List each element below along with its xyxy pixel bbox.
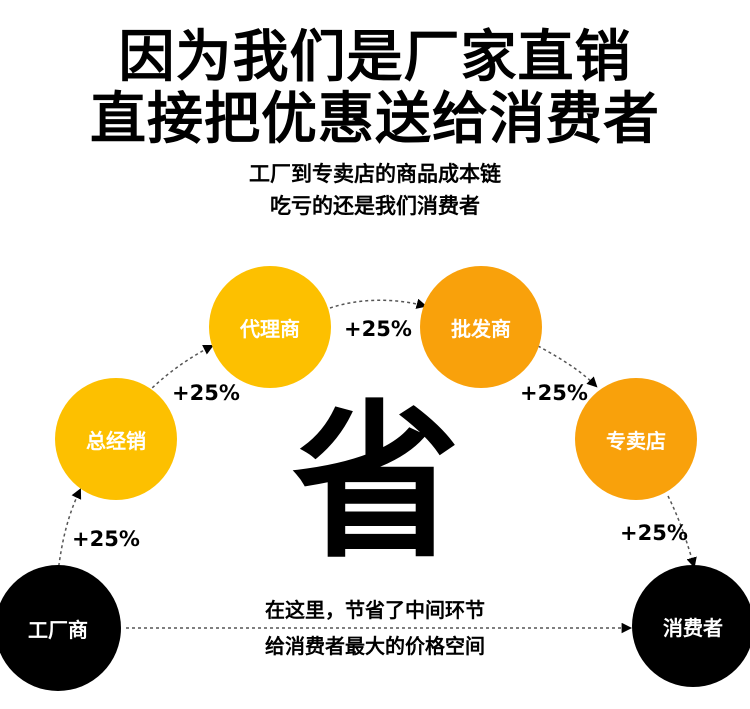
connector-store-to-consumer bbox=[667, 495, 697, 569]
markup-label-4: +25% bbox=[520, 381, 588, 405]
node-distributor: 总经销 bbox=[55, 378, 177, 500]
node-factory: 工厂商 bbox=[0, 565, 121, 691]
markup-label-3: +25% bbox=[344, 317, 412, 341]
markup-label-2: +25% bbox=[172, 381, 240, 405]
markup-label-5: +25% bbox=[620, 521, 688, 545]
node-consumer: 消费者 bbox=[632, 565, 750, 687]
node-store: 专卖店 bbox=[575, 378, 697, 500]
connector-wholesaler-to-store bbox=[537, 345, 598, 388]
headline-line-2: 直接把优惠送给消费者 bbox=[90, 87, 660, 152]
markup-label-1: +25% bbox=[72, 527, 140, 551]
subheadline-line-2: 吃亏的还是我们消费者 bbox=[270, 194, 480, 218]
connector-agent-to-wholesaler bbox=[329, 298, 428, 309]
connector-factory-to-distributor bbox=[57, 488, 82, 573]
node-agent: 代理商 bbox=[209, 266, 331, 388]
savings-note-line-2: 给消费者最大的价格空间 bbox=[265, 634, 485, 658]
center-save-character: 省 bbox=[292, 385, 460, 581]
connector-distributor-to-agent bbox=[147, 345, 214, 393]
node-wholesaler: 批发商 bbox=[420, 266, 542, 388]
headline-line-1: 因为我们是厂家直销 bbox=[118, 25, 632, 90]
savings-note-line-1: 在这里，节省了中间环节 bbox=[265, 598, 485, 622]
subheadline-line-1: 工厂到专卖店的商品成本链 bbox=[249, 162, 501, 186]
